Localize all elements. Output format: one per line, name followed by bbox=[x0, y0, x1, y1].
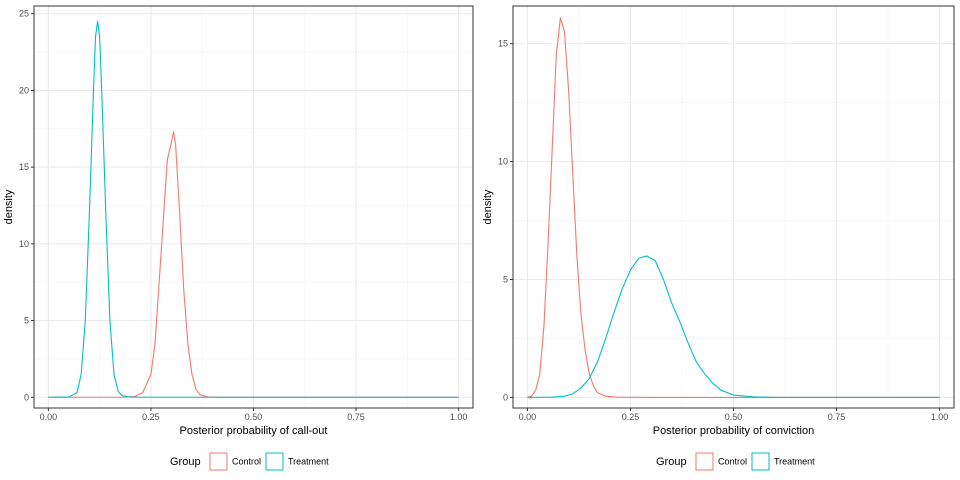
x-tick-label: 0.25 bbox=[142, 412, 160, 422]
legend-swatch-treatment bbox=[751, 452, 770, 471]
x-tick-label: 1.00 bbox=[931, 412, 949, 422]
x-tick-label: 0.00 bbox=[40, 412, 58, 422]
panel-call-out: 0.00 0.25 0.50 0.75 1.00 0 5 10 15 20 25 Posterior … bbox=[3, 5, 474, 471]
legend-swatch-control bbox=[209, 452, 228, 471]
x-tick-label: 0.25 bbox=[622, 412, 640, 422]
panel-border bbox=[512, 5, 955, 409]
legend-key-control: Control bbox=[695, 452, 747, 471]
legend-swatch-control bbox=[695, 452, 714, 471]
density-line-treatment bbox=[527, 255, 940, 398]
y-tick-label: 5 bbox=[503, 275, 508, 285]
panel-conviction: 0.00 0.25 0.50 0.75 1.00 0 5 10 15 Posterior prob… bbox=[482, 5, 955, 471]
y-tick-label: 5 bbox=[24, 316, 29, 326]
x-tick-label: 1.00 bbox=[450, 412, 468, 422]
y-tick-label: 10 bbox=[19, 239, 29, 249]
legend-title: Group bbox=[656, 456, 687, 468]
legend-label-control: Control bbox=[232, 457, 261, 467]
density-line-treatment bbox=[48, 20, 459, 398]
y-tick-label: 0 bbox=[24, 392, 29, 402]
panel-border bbox=[33, 5, 474, 409]
legend-key-treatment: Treatment bbox=[751, 452, 815, 471]
y-tick-label: 25 bbox=[19, 9, 29, 19]
x-tick-label: 0.50 bbox=[245, 412, 263, 422]
legend-label-treatment: Treatment bbox=[774, 457, 815, 467]
legend-label-treatment: Treatment bbox=[288, 457, 329, 467]
x-axis-title: Posterior probability of conviction bbox=[653, 425, 814, 437]
x-tick-label: 0.75 bbox=[347, 412, 365, 422]
legend-title: Group bbox=[170, 456, 201, 468]
legend-label-control: Control bbox=[718, 457, 747, 467]
x-axis-title: Posterior probability of call-out bbox=[180, 425, 328, 437]
legend-swatch-treatment bbox=[265, 452, 284, 471]
y-axis-title: density bbox=[3, 189, 15, 224]
x-tick-label: 0.50 bbox=[725, 412, 743, 422]
y-tick-label: 15 bbox=[498, 39, 508, 49]
x-tick-label: 0.75 bbox=[828, 412, 846, 422]
density-line-control bbox=[527, 17, 940, 398]
legend-key-control: Control bbox=[209, 452, 261, 471]
legend: Group Control Treatment bbox=[656, 452, 815, 471]
y-tick-label: 20 bbox=[19, 85, 29, 95]
major-grid bbox=[513, 6, 954, 408]
legend-key-treatment: Treatment bbox=[265, 452, 329, 471]
density-line-control bbox=[48, 131, 459, 398]
y-axis-title: density bbox=[482, 189, 494, 224]
y-tick-label: 15 bbox=[19, 162, 29, 172]
x-tick-label: 0.00 bbox=[519, 412, 537, 422]
legend: Group Control Treatment bbox=[170, 452, 329, 471]
y-tick-label: 10 bbox=[498, 157, 508, 167]
y-tick-label: 0 bbox=[503, 392, 508, 402]
